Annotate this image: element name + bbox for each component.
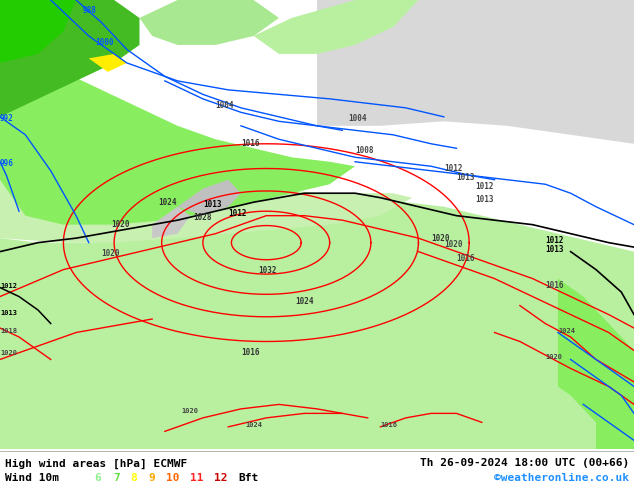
- Text: 1004: 1004: [349, 114, 367, 123]
- Text: 9: 9: [148, 473, 155, 483]
- Text: 1012: 1012: [545, 236, 564, 245]
- Text: 1012: 1012: [228, 209, 247, 218]
- Text: 1016: 1016: [241, 348, 260, 357]
- Text: 1016: 1016: [545, 281, 564, 290]
- Text: 1016: 1016: [241, 139, 260, 148]
- Text: Bft: Bft: [238, 473, 259, 483]
- Polygon shape: [0, 197, 634, 449]
- Text: 1013: 1013: [456, 173, 475, 182]
- Text: 1012: 1012: [0, 283, 17, 289]
- Text: 1013: 1013: [203, 200, 221, 209]
- Polygon shape: [596, 422, 634, 449]
- Polygon shape: [178, 180, 241, 216]
- Text: 1016: 1016: [380, 422, 398, 428]
- Polygon shape: [89, 54, 127, 72]
- Text: 1012: 1012: [444, 164, 462, 173]
- Polygon shape: [0, 0, 139, 117]
- Text: 1024: 1024: [295, 296, 314, 306]
- Text: 996: 996: [0, 159, 14, 168]
- Polygon shape: [317, 0, 634, 144]
- Text: High wind areas [hPa] ECMWF: High wind areas [hPa] ECMWF: [5, 458, 187, 468]
- Text: 1000: 1000: [95, 38, 113, 47]
- Text: 1024: 1024: [558, 327, 575, 334]
- Text: 1024: 1024: [158, 197, 177, 207]
- Text: 1013: 1013: [476, 195, 494, 204]
- Polygon shape: [0, 81, 412, 243]
- Text: 1020: 1020: [545, 354, 562, 361]
- Polygon shape: [254, 0, 418, 54]
- Text: 1008: 1008: [355, 146, 373, 155]
- Polygon shape: [0, 45, 355, 224]
- Text: 1020: 1020: [182, 408, 198, 415]
- Polygon shape: [139, 0, 279, 45]
- Polygon shape: [507, 261, 634, 449]
- Text: 1012: 1012: [476, 182, 494, 191]
- Polygon shape: [520, 368, 609, 449]
- Text: Th 26-09-2024 18:00 UTC (00+66): Th 26-09-2024 18:00 UTC (00+66): [420, 458, 629, 468]
- Text: 992: 992: [0, 114, 14, 123]
- Text: 1032: 1032: [258, 266, 277, 275]
- Text: 988: 988: [82, 6, 96, 16]
- Text: 1020: 1020: [444, 240, 462, 249]
- Text: 1004: 1004: [216, 101, 234, 110]
- Text: 1020: 1020: [111, 220, 129, 229]
- Polygon shape: [152, 207, 190, 238]
- Text: 1020: 1020: [431, 234, 450, 243]
- Text: Wind 10m: Wind 10m: [5, 473, 59, 483]
- Text: 7: 7: [113, 473, 120, 483]
- Text: 6: 6: [94, 473, 101, 483]
- Text: 1013: 1013: [545, 245, 564, 254]
- Polygon shape: [368, 404, 469, 449]
- Text: ©weatheronline.co.uk: ©weatheronline.co.uk: [494, 473, 629, 483]
- Text: 1020: 1020: [0, 350, 17, 356]
- Text: 8: 8: [131, 473, 138, 483]
- Polygon shape: [558, 279, 634, 449]
- Text: 10: 10: [166, 473, 179, 483]
- Text: 1024: 1024: [245, 422, 262, 428]
- Text: 1016: 1016: [456, 254, 475, 263]
- Polygon shape: [444, 422, 520, 449]
- Text: 1020: 1020: [101, 249, 120, 258]
- Polygon shape: [0, 0, 76, 63]
- Text: 11: 11: [190, 473, 204, 483]
- Text: 1028: 1028: [193, 214, 212, 222]
- Text: 1018: 1018: [0, 327, 17, 334]
- Text: 12: 12: [214, 473, 228, 483]
- Text: 1013: 1013: [0, 310, 17, 316]
